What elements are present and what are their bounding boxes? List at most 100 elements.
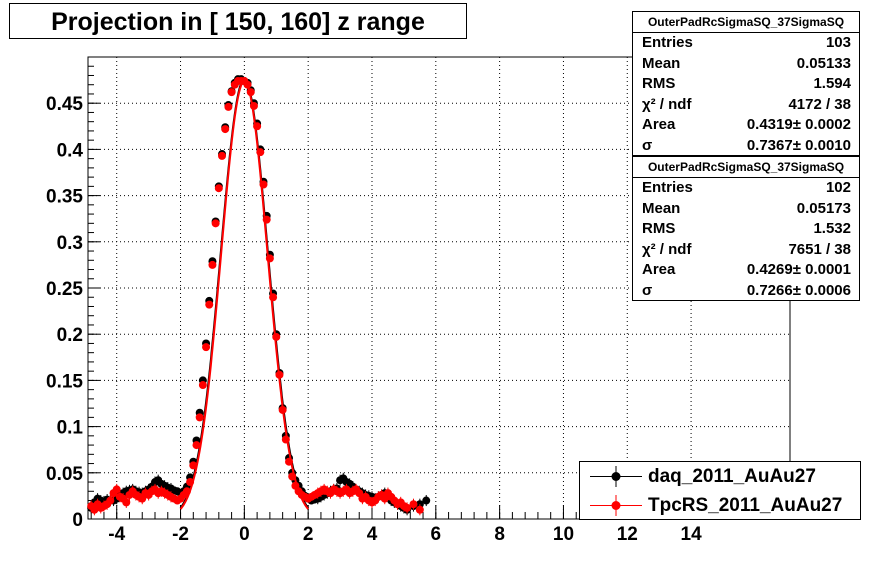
stats-key: σ bbox=[642, 281, 653, 299]
stats-row: σ 0.7367± 0.0010 bbox=[633, 136, 859, 157]
stats-row: RMS 1.594 bbox=[633, 74, 859, 95]
stats-row: Mean 0.05173 bbox=[633, 199, 859, 220]
stats-key: Entries bbox=[642, 179, 693, 196]
data-point bbox=[182, 487, 191, 496]
x-tick-label: 2 bbox=[303, 524, 314, 545]
stats-value: 103 bbox=[825, 34, 851, 51]
data-point bbox=[224, 102, 233, 111]
data-point bbox=[403, 503, 412, 512]
data-point bbox=[227, 88, 236, 97]
data-point bbox=[256, 148, 265, 157]
legend-marker-icon bbox=[590, 495, 642, 516]
data-point bbox=[275, 370, 284, 379]
legend-label: TpcRS_2011_AuAu27 bbox=[648, 495, 843, 516]
data-point bbox=[198, 381, 207, 390]
data-point bbox=[285, 457, 294, 466]
x-tick-label: 14 bbox=[681, 524, 703, 545]
stats-value: 1.532 bbox=[813, 220, 851, 238]
stats-row: σ 0.7266± 0.0006 bbox=[633, 281, 859, 302]
data-point bbox=[265, 254, 274, 263]
x-tick-label: 10 bbox=[553, 524, 574, 545]
stats-value: 7651 / 38 bbox=[788, 240, 851, 258]
x-tick-label: 0 bbox=[239, 524, 250, 545]
series-daq bbox=[87, 75, 431, 516]
data-point bbox=[205, 300, 214, 309]
x-tick-label: 6 bbox=[431, 524, 442, 545]
legend-marker-icon bbox=[590, 466, 642, 487]
data-point bbox=[246, 88, 255, 97]
x-tick-label: 12 bbox=[617, 524, 638, 545]
y-tick-label: 0.2 bbox=[57, 325, 83, 346]
y-tick-label: 0.05 bbox=[46, 464, 83, 485]
stats-row: Area 0.4269± 0.0001 bbox=[633, 260, 859, 281]
y-tick-label: 0 bbox=[72, 510, 83, 531]
y-tick-label: 0.45 bbox=[46, 94, 83, 115]
legend-entry: TpcRS_2011_AuAu27 bbox=[580, 491, 860, 520]
stats-key: χ² / ndf bbox=[642, 95, 692, 113]
data-point bbox=[214, 184, 223, 193]
y-tick-label: 0.15 bbox=[46, 371, 83, 392]
data-point bbox=[249, 101, 258, 110]
stats-box-name: OuterPadRcSigmaSQ_37SigmaSQ bbox=[633, 157, 859, 178]
stats-box-name: OuterPadRcSigmaSQ_37SigmaSQ bbox=[633, 12, 859, 33]
stats-box-1: OuterPadRcSigmaSQ_37SigmaSQ Entries 103 M… bbox=[632, 11, 860, 156]
stats-row: Entries 103 bbox=[633, 33, 859, 54]
stats-value: 0.7367± 0.0010 bbox=[746, 136, 851, 154]
x-tick-label: -2 bbox=[172, 524, 189, 545]
data-point bbox=[122, 498, 131, 507]
data-point bbox=[208, 260, 217, 269]
data-point bbox=[112, 485, 121, 494]
stats-row: Mean 0.05133 bbox=[633, 54, 859, 75]
y-tick-label: 0.25 bbox=[46, 279, 83, 300]
y-tick-label: 0.35 bbox=[46, 187, 83, 208]
x-tick-label: -4 bbox=[108, 524, 125, 545]
data-point bbox=[288, 472, 297, 481]
data-point bbox=[186, 478, 195, 487]
stats-key: σ bbox=[642, 136, 653, 154]
stats-key: Mean bbox=[642, 199, 681, 217]
x-axis: -4 -2 0 2 4 6 8 10 12 14 bbox=[90, 505, 781, 545]
y-axis: 0 0.05 0.1 0.15 0.2 0.25 0.3 0.35 0.4 0.45 bbox=[46, 56, 100, 531]
data-point bbox=[106, 496, 115, 505]
data-point bbox=[272, 332, 281, 341]
data-point bbox=[221, 125, 230, 134]
stats-key: RMS bbox=[642, 75, 676, 93]
legend-entry: daq_2011_AuAu27 bbox=[580, 462, 860, 491]
stats-row: Entries 102 bbox=[633, 178, 859, 199]
stats-row: Area 0.4319± 0.0002 bbox=[633, 115, 859, 136]
series-tpcrs bbox=[87, 77, 424, 516]
stats-value: 1.594 bbox=[813, 75, 851, 93]
data-point bbox=[218, 151, 227, 160]
y-tick-label: 0.1 bbox=[57, 418, 84, 439]
stats-key: RMS bbox=[642, 220, 676, 238]
stats-key: Mean bbox=[642, 54, 681, 72]
legend: daq_2011_AuAu27 TpcRS_2011_AuAu27 bbox=[579, 461, 861, 520]
data-point bbox=[202, 343, 211, 352]
legend-label: daq_2011_AuAu27 bbox=[648, 466, 816, 487]
data-point bbox=[195, 413, 204, 422]
stats-value: 4172 / 38 bbox=[788, 95, 851, 113]
data-point bbox=[211, 219, 220, 228]
data-point bbox=[269, 293, 278, 302]
stats-key: χ² / ndf bbox=[642, 240, 692, 258]
data-point bbox=[278, 405, 287, 414]
stats-key: Area bbox=[642, 261, 676, 279]
data-point bbox=[192, 441, 201, 450]
data-point bbox=[259, 180, 268, 189]
stats-value: 102 bbox=[825, 179, 851, 196]
x-tick-label: 4 bbox=[367, 524, 378, 545]
data-point bbox=[281, 435, 290, 444]
x-tick-label: 8 bbox=[494, 524, 505, 545]
stats-value: 0.4319± 0.0002 bbox=[746, 116, 851, 134]
data-point bbox=[189, 461, 198, 470]
stats-box-2: OuterPadRcSigmaSQ_37SigmaSQ Entries 102 M… bbox=[632, 156, 860, 301]
stats-value: 0.05173 bbox=[796, 199, 851, 217]
data-point bbox=[422, 496, 431, 505]
data-point bbox=[415, 505, 424, 514]
stats-value: 0.4269± 0.0001 bbox=[746, 261, 851, 279]
y-tick-label: 0.4 bbox=[57, 140, 84, 161]
stats-row: χ² / ndf 7651 / 38 bbox=[633, 240, 859, 261]
series-group bbox=[87, 75, 431, 516]
stats-value: 0.05133 bbox=[796, 54, 851, 72]
data-point bbox=[262, 215, 271, 224]
